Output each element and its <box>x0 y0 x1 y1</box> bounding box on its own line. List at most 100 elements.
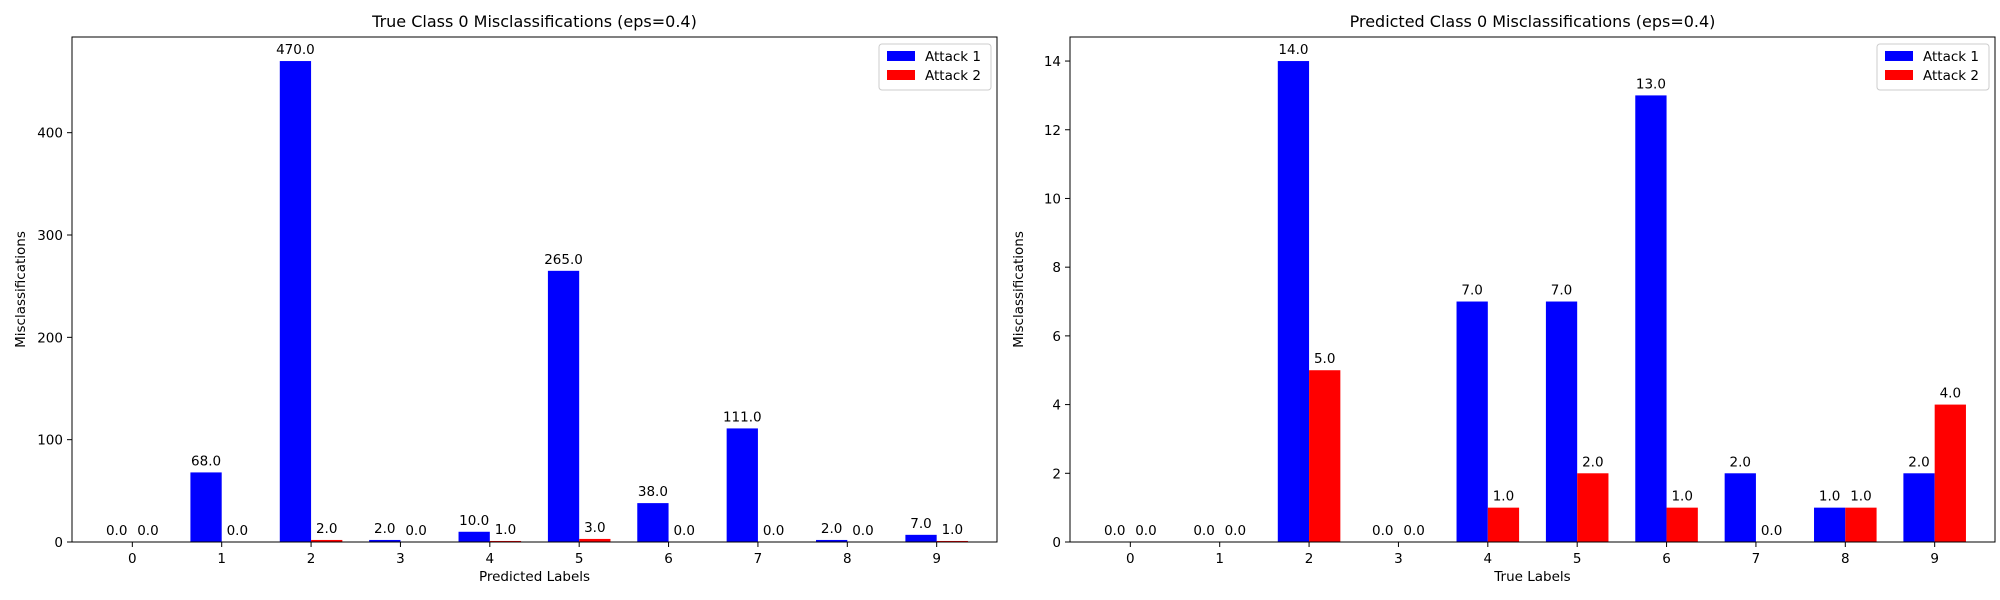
bar-attack-2-5 <box>579 538 611 542</box>
legend-label: Attack 1 <box>925 49 981 65</box>
bar-value-label: 3.0 <box>584 520 605 536</box>
bar-value-label: 470.0 <box>276 42 315 58</box>
bar-value-label: 0.0 <box>1193 523 1214 539</box>
x-tick-label: 4 <box>1484 551 1493 567</box>
bar-value-label: 13.0 <box>1636 76 1666 92</box>
y-tick-label: 10 <box>1044 191 1061 207</box>
bar-value-label: 0.0 <box>673 523 694 539</box>
bar-value-label: 2.0 <box>316 521 337 537</box>
bar-value-label: 7.0 <box>1551 283 1572 299</box>
x-tick-label: 4 <box>486 551 495 567</box>
y-tick-label: 200 <box>37 330 63 346</box>
bar-value-label: 0.0 <box>852 523 873 539</box>
bar-value-label: 7.0 <box>1461 283 1482 299</box>
bar-attack-2-8 <box>1845 507 1877 542</box>
bar-attack-1-8 <box>1814 507 1846 542</box>
x-tick-label: 7 <box>1752 551 1761 567</box>
bar-value-label: 38.0 <box>638 484 668 500</box>
legend-label: Attack 2 <box>1923 68 1979 84</box>
legend-swatch-attack-2 <box>1885 70 1913 80</box>
legend-swatch-attack-1 <box>887 51 915 61</box>
bar-value-label: 1.0 <box>495 522 516 538</box>
y-tick-label: 0 <box>1052 535 1061 551</box>
legend-label: Attack 1 <box>1923 49 1979 65</box>
bar-attack-1-6 <box>637 503 669 542</box>
bar-value-label: 10.0 <box>459 513 489 529</box>
x-tick-label: 0 <box>1126 551 1135 567</box>
bar-value-label: 1.0 <box>1819 489 1840 505</box>
x-tick-label: 6 <box>1662 551 1671 567</box>
bar-value-label: 7.0 <box>910 516 931 532</box>
y-tick-label: 300 <box>37 228 63 244</box>
bar-value-label: 1.0 <box>1493 489 1514 505</box>
bar-value-label: 0.0 <box>405 523 426 539</box>
bar-value-label: 0.0 <box>1225 523 1246 539</box>
y-tick-label: 4 <box>1052 398 1061 414</box>
bar-attack-1-2 <box>1277 61 1310 543</box>
bar-attack-2-4 <box>489 540 522 542</box>
y-tick-label: 6 <box>1052 329 1061 345</box>
bar-value-label: 0.0 <box>227 523 248 539</box>
y-tick-label: 400 <box>37 126 63 142</box>
bar-value-label: 2.0 <box>1582 454 1603 470</box>
x-tick-label: 2 <box>1305 551 1314 567</box>
bar-attack-1-7 <box>1724 473 1756 542</box>
bar-value-label: 14.0 <box>1278 42 1308 58</box>
bar-value-label: 0.0 <box>106 523 127 539</box>
bar-attack-1-9 <box>1903 473 1935 542</box>
bar-value-label: 0.0 <box>1104 523 1125 539</box>
bar-value-label: 1.0 <box>1850 489 1871 505</box>
bar-attack-1-6 <box>1635 95 1667 542</box>
bar-attack-1-2 <box>279 61 312 543</box>
bar-attack-1-8 <box>816 539 848 542</box>
legend-swatch-attack-1 <box>1885 51 1913 61</box>
plot-frame <box>1069 36 1996 543</box>
legend-label: Attack 2 <box>925 68 981 84</box>
legend-swatch-attack-2 <box>887 70 915 80</box>
y-tick-label: 14 <box>1044 54 1061 70</box>
chart-title: Predicted Class 0 Misclassifications (ep… <box>1350 12 1716 31</box>
bar-value-label: 2.0 <box>1908 454 1929 470</box>
bar-attack-1-5 <box>547 270 580 542</box>
bar-attack-1-3 <box>369 539 401 542</box>
x-tick-label: 1 <box>217 551 226 567</box>
bar-attack-1-7 <box>726 428 758 542</box>
bar-value-label: 0.0 <box>763 523 784 539</box>
x-tick-label: 9 <box>1930 551 1939 567</box>
bar-attack-2-2 <box>311 539 343 542</box>
x-tick-label: 3 <box>396 551 405 567</box>
bar-value-label: 68.0 <box>191 453 221 469</box>
x-tick-label: 3 <box>1394 551 1403 567</box>
bar-value-label: 1.0 <box>942 522 963 538</box>
y-tick-label: 2 <box>1052 466 1061 482</box>
bar-attack-2-6 <box>1666 507 1698 542</box>
y-tick-label: 8 <box>1052 260 1061 276</box>
x-tick-label: 6 <box>664 551 673 567</box>
y-axis-label: Misclassifications <box>13 231 29 348</box>
bar-attack-1-4 <box>458 531 490 542</box>
bar-value-label: 0.0 <box>1761 523 1782 539</box>
y-axis-label: Misclassifications <box>1011 231 1027 348</box>
bar-attack-1-1 <box>190 472 222 542</box>
bar-value-label: 2.0 <box>1730 454 1751 470</box>
bar-value-label: 265.0 <box>544 252 583 268</box>
bar-value-label: 1.0 <box>1671 489 1692 505</box>
bar-attack-1-4 <box>1456 301 1488 542</box>
x-tick-label: 1 <box>1215 551 1224 567</box>
x-tick-label: 8 <box>1841 551 1850 567</box>
chart-title: True Class 0 Misclassifications (eps=0.4… <box>371 12 697 31</box>
plot-frame <box>71 36 998 543</box>
bar-attack-2-9 <box>936 540 968 542</box>
x-tick-label: 8 <box>843 551 852 567</box>
bar-value-label: 111.0 <box>723 409 762 425</box>
bar-value-label: 0.0 <box>1135 523 1156 539</box>
bar-value-label: 0.0 <box>1372 523 1393 539</box>
bar-attack-2-9 <box>1934 404 1966 542</box>
x-tick-label: 5 <box>575 551 584 567</box>
bar-attack-2-4 <box>1487 507 1520 542</box>
bar-value-label: 2.0 <box>374 521 395 537</box>
x-tick-label: 0 <box>128 551 137 567</box>
bar-attack-1-9 <box>905 534 937 542</box>
y-tick-label: 100 <box>37 433 63 449</box>
